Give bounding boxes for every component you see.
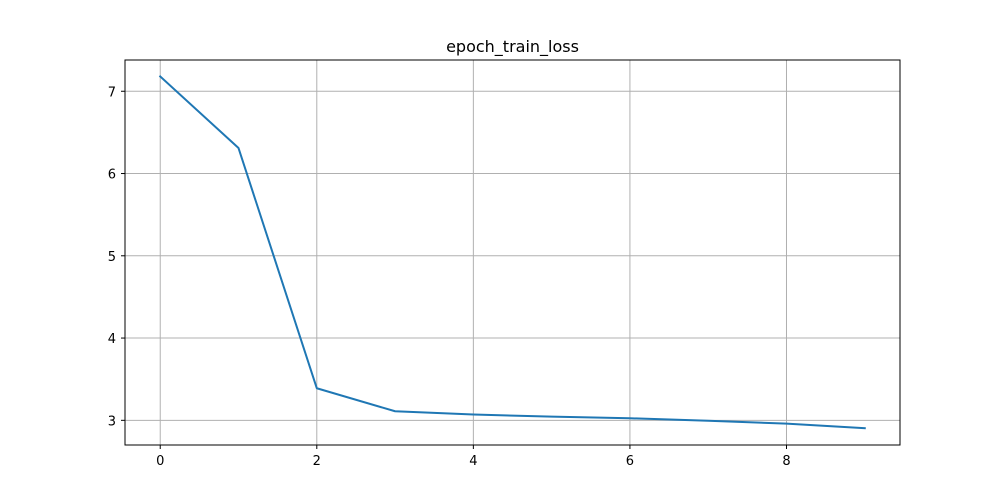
- data-point: [316, 387, 318, 389]
- chart-title: epoch_train_loss: [446, 37, 579, 57]
- y-tick-label: 5: [108, 250, 116, 265]
- data-point: [394, 410, 396, 412]
- series-line-epoch-train-loss: [158, 75, 866, 430]
- data-point: [238, 147, 240, 149]
- y-tick-label: 3: [108, 414, 116, 429]
- plot-frame: [124, 59, 901, 446]
- x-tick-label: 2: [313, 454, 321, 469]
- x-tick-label: 6: [626, 454, 634, 469]
- x-tick-label: 0: [156, 454, 164, 469]
- data-point: [707, 420, 709, 422]
- y-tick-label: 7: [108, 85, 116, 100]
- axes-ticks: 0 2 4 6 8 3 4 5 6 7: [108, 85, 791, 469]
- data-point: [629, 417, 631, 419]
- x-tick-label: 4: [469, 454, 477, 469]
- series-layer: [158, 75, 866, 430]
- y-tick-label: 6: [108, 168, 116, 183]
- x-tick-label: 8: [782, 454, 790, 469]
- data-point: [785, 423, 787, 425]
- data-point: [472, 414, 474, 416]
- y-tick-label: 4: [108, 332, 116, 347]
- data-point: [864, 427, 866, 429]
- data-point: [551, 416, 553, 418]
- grid: [125, 60, 900, 445]
- data-point: [159, 75, 161, 77]
